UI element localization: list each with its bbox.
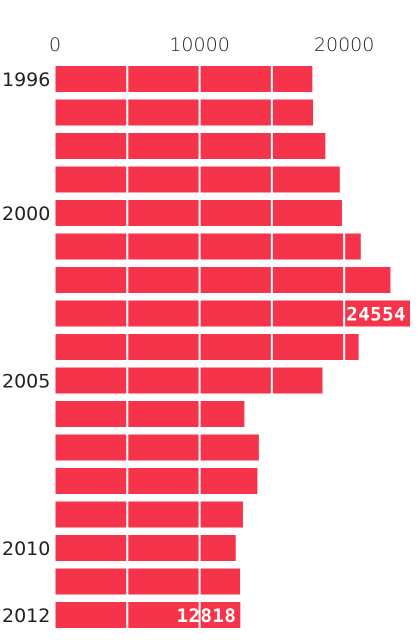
x-axis-ticks: 0 10000 20000 [49,34,374,56]
bar-1999 [55,166,340,193]
bar-2008 [55,468,258,494]
y-axis-labels: 1996 2000 2005 2010 2012 [2,69,50,627]
gridlines [54,66,346,630]
bar-2003 [55,300,410,327]
value-label-2012: 12818 [177,605,237,627]
year-label-2005: 2005 [2,371,50,393]
bar-2010 [55,535,236,561]
bar-2009 [55,501,243,528]
bar-2006 [55,401,245,427]
year-label-2012: 2012 [2,605,50,627]
bar-1997 [55,99,314,126]
year-label-1996: 1996 [2,69,50,91]
bar-2011 [55,568,241,595]
bar-2012 [55,602,241,628]
bar-2007 [55,434,259,461]
bars [55,66,410,628]
year-label-2010: 2010 [2,538,50,560]
bar-1996 [55,66,313,92]
x-tick-label-0: 0 [49,34,61,56]
bar-2004 [55,334,359,360]
bar-2001 [55,233,361,260]
year-label-2000: 2000 [2,203,50,225]
x-tick-label-10000: 10000 [169,34,229,56]
value-labels: 24554 12818 [177,304,406,628]
bar-2005 [55,367,323,394]
bar-2000 [55,200,342,226]
bar-2002 [55,267,391,293]
bar-1998 [55,133,326,159]
value-label-2003: 24554 [346,304,406,326]
x-tick-label-20000: 20000 [314,34,374,56]
